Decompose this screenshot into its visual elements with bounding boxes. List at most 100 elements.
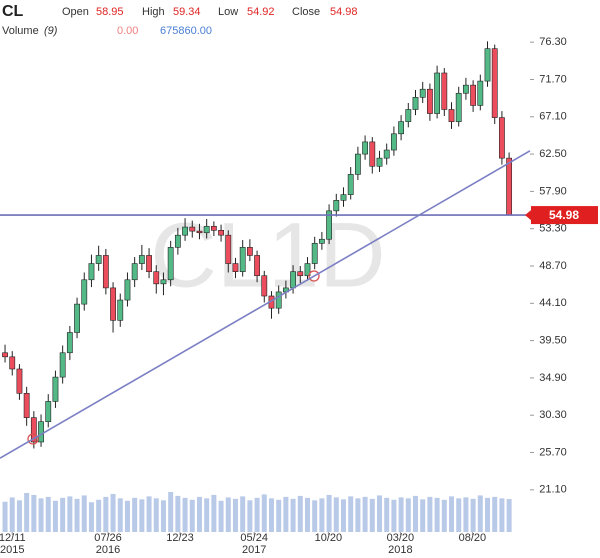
candle-body	[499, 117, 505, 159]
candle-body	[225, 234, 232, 264]
volume-bar	[369, 498, 375, 532]
volume-bar	[477, 495, 483, 532]
volume-bar	[182, 497, 188, 532]
candle-body	[383, 149, 390, 159]
candle-body	[419, 88, 426, 98]
price-label-box	[531, 206, 598, 225]
volume-bar	[348, 496, 354, 532]
volume-bar	[232, 498, 238, 532]
candle-body	[390, 133, 397, 151]
candle-body	[434, 72, 441, 114]
volume-bar	[506, 499, 512, 532]
x-year-label: 2018	[388, 544, 412, 556]
volume-bar	[204, 498, 210, 532]
candle-body	[131, 263, 138, 281]
volume-bar	[96, 499, 102, 532]
volume-bar	[218, 500, 224, 532]
candle-body	[412, 97, 419, 110]
candle-body	[218, 230, 224, 236]
volume-bar	[31, 494, 37, 532]
x-tick-label: 10/20	[315, 532, 343, 544]
volume-bar	[441, 499, 447, 532]
candle-body	[189, 226, 196, 232]
y-tick-label: 67.10	[539, 111, 567, 123]
x-year-label: 2016	[96, 544, 120, 556]
candle-body	[326, 210, 332, 240]
y-tick-label: 62.50	[539, 148, 567, 160]
low-value: 54.92	[247, 6, 275, 18]
volume-value: 0.00	[117, 25, 138, 37]
y-tick-label: 34.90	[539, 372, 567, 384]
price-label-arrow	[525, 210, 531, 221]
volume-bar	[362, 496, 368, 532]
candle-body	[117, 299, 124, 321]
candle-body	[210, 225, 217, 231]
candle-body	[232, 263, 239, 272]
volume-bar	[211, 494, 217, 532]
candle-body	[448, 109, 455, 122]
anchor-point	[27, 433, 39, 445]
candle-body	[261, 275, 268, 297]
volume-bar	[117, 498, 123, 532]
close-label: Close	[292, 6, 320, 18]
y-tick-label: 39.50	[539, 335, 567, 347]
volume-bar	[168, 492, 174, 532]
candle-body	[2, 352, 8, 358]
candle-body	[405, 109, 412, 122]
candle-body	[427, 88, 433, 114]
x-tick-label: 07/26	[94, 532, 122, 544]
candle-body	[160, 279, 167, 285]
volume-bar	[434, 497, 440, 532]
volume-bar	[391, 499, 397, 532]
candle-body	[463, 84, 469, 94]
candle-body	[318, 238, 325, 244]
candle-body	[340, 194, 347, 201]
candle-body	[455, 92, 462, 122]
open-value: 58.95	[96, 6, 124, 18]
volume-bar	[88, 502, 94, 532]
open-label: Open	[62, 6, 89, 18]
volume-bar	[312, 500, 318, 532]
candle-body	[182, 226, 188, 236]
volume-bar	[38, 498, 44, 532]
y-tick-label: 21.10	[539, 484, 567, 496]
candle-body	[254, 255, 260, 277]
high-value: 59.34	[173, 6, 201, 18]
candle-body	[398, 121, 405, 135]
volume-bar	[24, 492, 30, 532]
volume-bar	[304, 497, 310, 532]
candle-body	[52, 376, 59, 402]
volume-bar	[499, 498, 505, 532]
candle-body	[146, 255, 152, 272]
x-tick-label: 03/20	[387, 532, 415, 544]
candle-body	[102, 255, 109, 289]
candle-body	[16, 368, 23, 394]
volume-bar	[333, 497, 339, 532]
candle-body	[59, 352, 66, 378]
volume-bar	[103, 496, 109, 532]
volume-bar	[52, 500, 58, 532]
volume-bar	[132, 497, 138, 532]
y-tick-label: 71.70	[539, 73, 567, 85]
volume-bar	[247, 500, 253, 532]
volume-bar	[196, 496, 202, 532]
candle-body	[290, 271, 296, 289]
candle-body	[354, 153, 361, 175]
volume-period: (9)	[44, 25, 58, 37]
volume-average: 675860.00	[160, 25, 212, 37]
volume-bar	[124, 500, 130, 532]
x-tick-label: 12/11	[0, 532, 26, 544]
volume-bar	[319, 498, 325, 532]
plot	[2, 41, 513, 532]
candle-body	[246, 247, 253, 256]
candle-body	[491, 48, 498, 118]
volume-label: Volume	[2, 25, 39, 37]
volume-bar	[261, 494, 267, 532]
x-tick-label: 05/24	[240, 532, 268, 544]
watermark: CL1D	[150, 204, 385, 306]
candle-body	[38, 421, 44, 443]
x-year-label: 2017	[242, 544, 266, 556]
candle-body	[9, 356, 16, 370]
volume-bar	[74, 498, 80, 532]
